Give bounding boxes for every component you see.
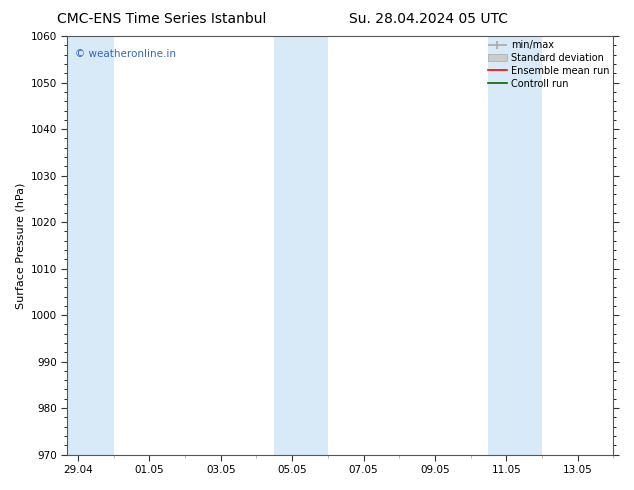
Bar (275, 36, 328, 455)
Y-axis label: Surface Pressure (hPa): Surface Pressure (hPa) (15, 182, 25, 309)
Bar (67, 36, 113, 455)
Text: Su. 28.04.2024 05 UTC: Su. 28.04.2024 05 UTC (349, 12, 508, 26)
Text: © weatheronline.in: © weatheronline.in (75, 49, 176, 59)
Bar (488, 36, 542, 455)
Legend: min/max, Standard deviation, Ensemble mean run, Controll run: min/max, Standard deviation, Ensemble me… (486, 38, 612, 91)
Text: CMC-ENS Time Series Istanbul: CMC-ENS Time Series Istanbul (57, 12, 266, 26)
